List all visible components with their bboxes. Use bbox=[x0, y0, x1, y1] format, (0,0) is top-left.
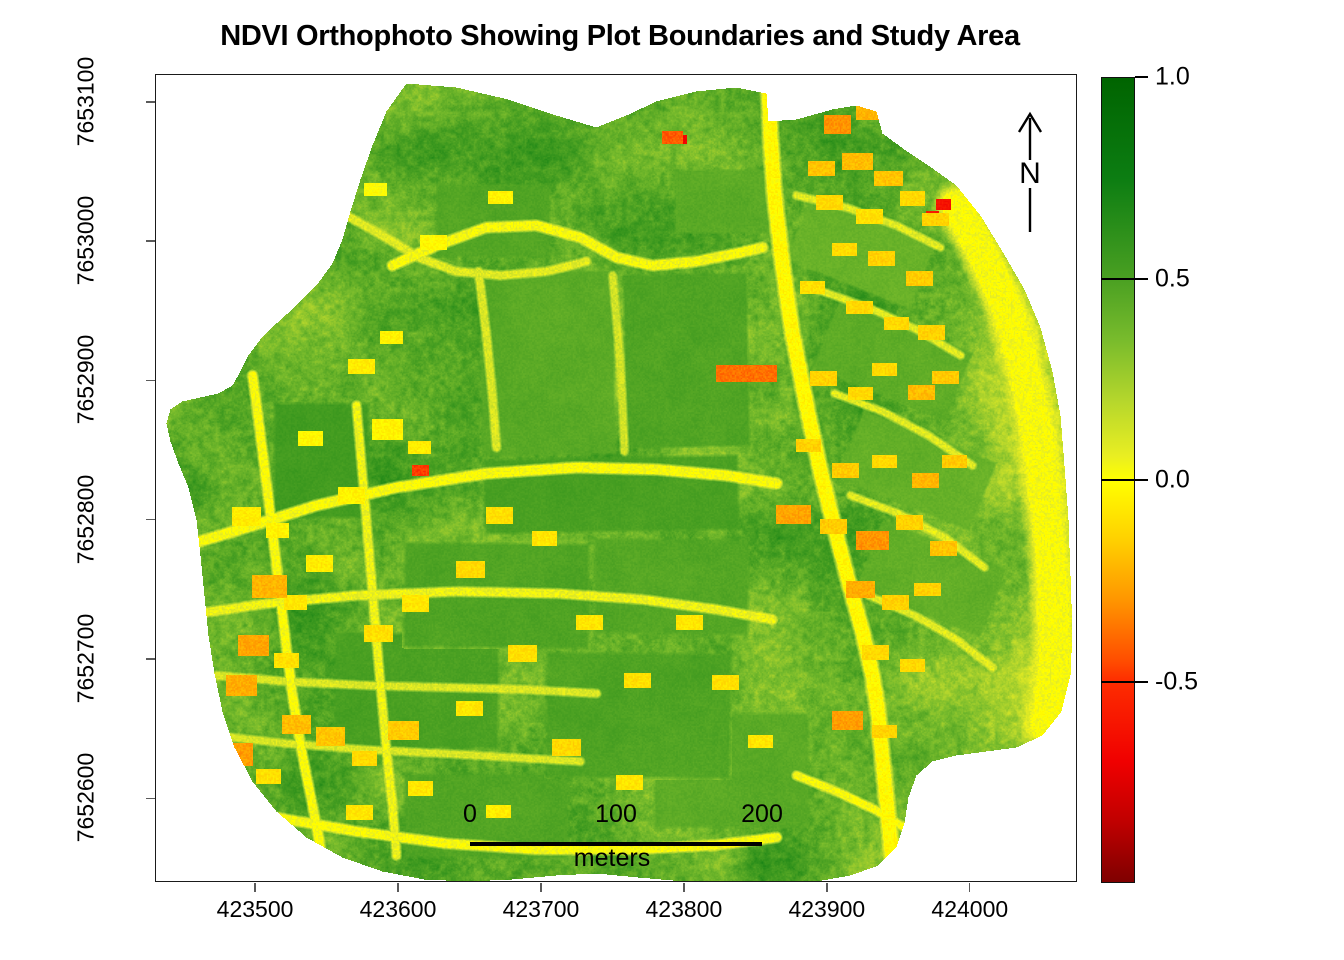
colorbar-tick-0.5 bbox=[1135, 277, 1148, 280]
colorbar-tick-1.0 bbox=[1135, 76, 1148, 78]
colorbar-rule-0.5 bbox=[1101, 277, 1135, 280]
y-tick-label-7652700: 7652700 bbox=[72, 613, 99, 704]
x-tick-423600 bbox=[397, 883, 399, 892]
x-tick-423500 bbox=[254, 883, 256, 892]
x-tick-424000 bbox=[969, 883, 971, 892]
x-tick-label-423900: 423900 bbox=[788, 896, 866, 922]
ndvi-colorbar[interactable]: 1.0 0.5 0.0 -0.5 bbox=[1101, 63, 1311, 883]
map-plot-area[interactable] bbox=[155, 74, 1077, 882]
x-tick-label-424000: 424000 bbox=[931, 896, 1009, 922]
colorbar-rule-0.0 bbox=[1101, 479, 1135, 481]
colorbar-label-1.0: 1.0 bbox=[1155, 62, 1190, 91]
colorbar-rule--0.5 bbox=[1101, 680, 1135, 683]
colorbar-label-0.0: 0.0 bbox=[1155, 465, 1190, 494]
y-tick-label-7653100: 7653100 bbox=[72, 56, 99, 147]
x-tick-423700 bbox=[540, 883, 542, 892]
y-tick-label-7652600: 7652600 bbox=[72, 753, 99, 843]
y-tick-7652700 bbox=[146, 658, 155, 660]
north-arrow-icon: N bbox=[1017, 111, 1043, 232]
y-tick-7653000 bbox=[146, 240, 155, 242]
y-tick-7652800 bbox=[146, 519, 155, 521]
colorbar-label--0.5: -0.5 bbox=[1155, 667, 1199, 695]
y-tick-label-7652900: 7652900 bbox=[72, 335, 99, 425]
x-tick-label-423700: 423700 bbox=[502, 896, 580, 922]
colorbar-label-0.5: 0.5 bbox=[1155, 264, 1190, 292]
x-tick-label-423600: 423600 bbox=[359, 896, 437, 922]
y-tick-label-7653000: 7653000 bbox=[72, 195, 99, 286]
x-tick-label-423500: 423500 bbox=[216, 896, 294, 922]
x-tick-label-423800: 423800 bbox=[645, 896, 723, 922]
north-arrow: N bbox=[1006, 108, 1054, 240]
x-tick-423800 bbox=[683, 883, 685, 892]
colorbar-tick-0.0 bbox=[1135, 479, 1148, 481]
y-tick-7652600 bbox=[146, 797, 155, 800]
north-arrow-label: N bbox=[1019, 157, 1041, 190]
y-tick-label-7652800: 7652800 bbox=[72, 474, 99, 565]
y-tick-7652900 bbox=[146, 379, 155, 382]
y-tick-7653100 bbox=[146, 101, 155, 103]
x-tick-423900 bbox=[826, 883, 828, 892]
ndvi-raster-layer bbox=[156, 75, 1076, 881]
colorbar-tick--0.5 bbox=[1135, 680, 1148, 683]
page-title: NDVI Orthophoto Showing Plot Boundaries … bbox=[220, 20, 1020, 52]
